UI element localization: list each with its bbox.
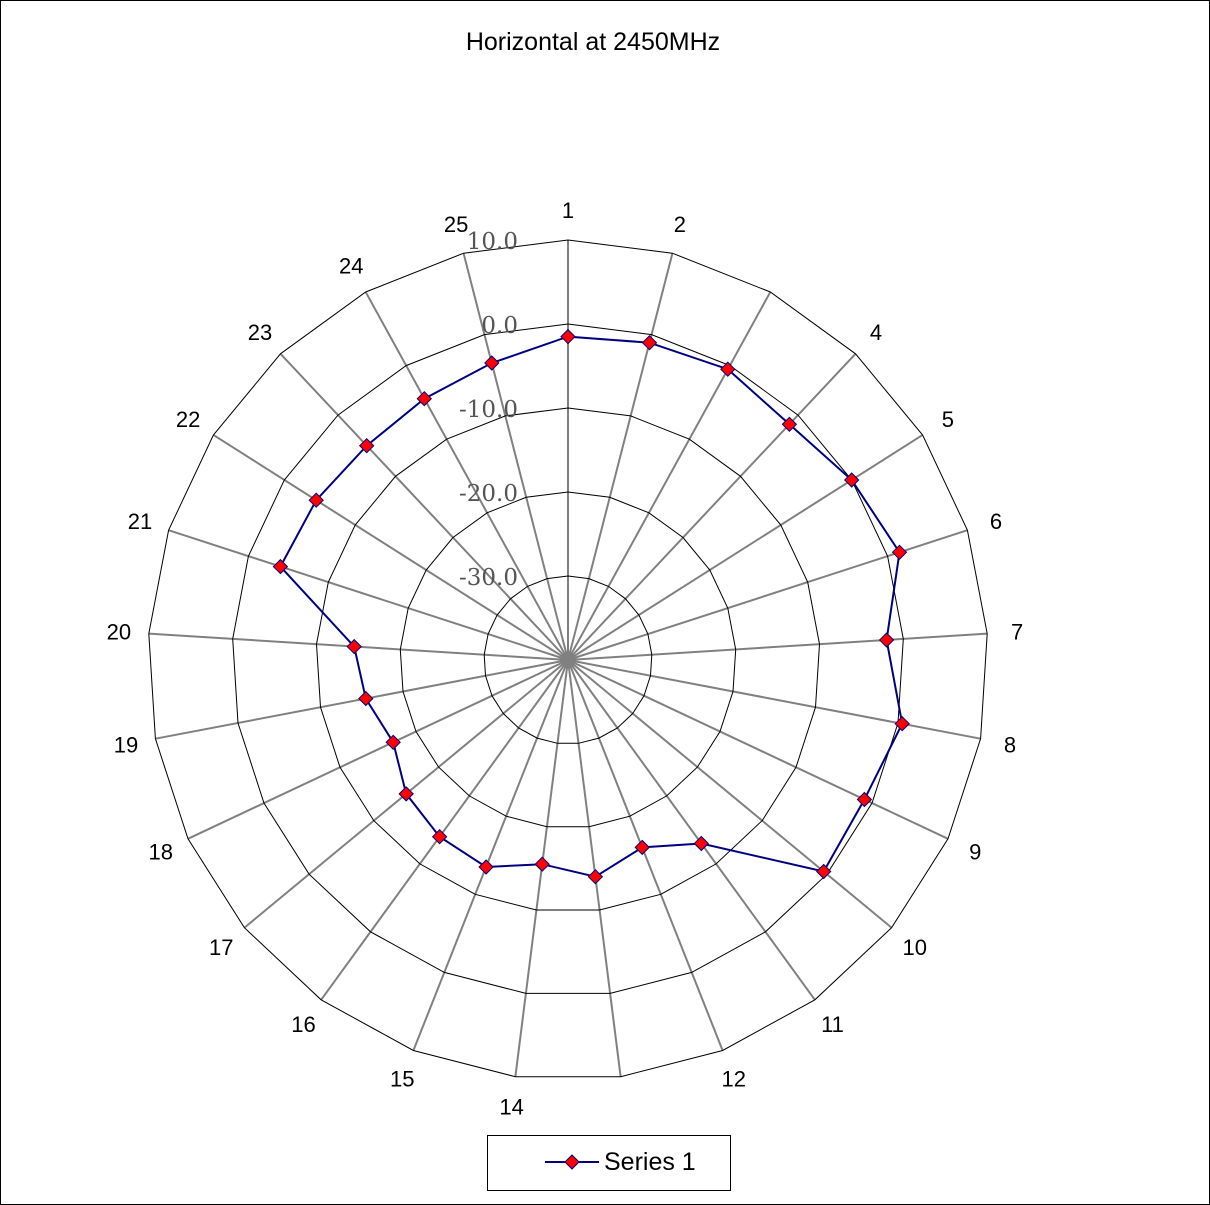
category-label: 5 xyxy=(942,407,954,432)
category-label: 12 xyxy=(721,1066,745,1091)
series-line xyxy=(279,335,904,878)
data-point-7 xyxy=(878,632,895,648)
gridline-ring-4 xyxy=(483,575,653,744)
category-label: 20 xyxy=(107,620,131,645)
category-label: 18 xyxy=(149,840,173,865)
category-label: 2 xyxy=(674,212,686,237)
gridline-ring-2 xyxy=(315,407,821,911)
chart-title: Horizontal at 2450MHz xyxy=(465,28,721,56)
tick-label: 0.0 xyxy=(481,313,518,339)
gridline-ring-3 xyxy=(399,491,737,828)
data-point-9 xyxy=(856,791,873,808)
data-point-10 xyxy=(815,863,832,880)
category-label: 4 xyxy=(870,320,882,345)
spoke-21 xyxy=(168,529,569,661)
category-label: 11 xyxy=(821,1012,844,1037)
category-label: 22 xyxy=(176,407,200,432)
spoke-8 xyxy=(567,659,981,740)
data-point-2 xyxy=(641,334,658,351)
data-point-14 xyxy=(534,856,550,872)
category-label: 8 xyxy=(1004,732,1016,757)
category-label: 17 xyxy=(209,935,233,960)
tick-label: 10.0 xyxy=(467,229,518,255)
category-label: 10 xyxy=(902,935,926,960)
spoke-10 xyxy=(567,659,893,929)
spoke-25 xyxy=(462,252,569,661)
category-label: 25 xyxy=(444,212,468,237)
legend-label: Series 1 xyxy=(604,1148,696,1176)
spoke-15 xyxy=(412,659,569,1051)
data-point-8 xyxy=(894,715,910,732)
spoke-7 xyxy=(567,632,988,661)
tick-label: -20.0 xyxy=(459,481,518,507)
category-label: 19 xyxy=(114,732,138,757)
category-label: 16 xyxy=(291,1012,315,1037)
spoke-3 xyxy=(567,291,772,661)
category-label: 6 xyxy=(990,509,1002,534)
spoke-11 xyxy=(567,659,816,1001)
category-label: 7 xyxy=(1011,620,1023,645)
series-markers xyxy=(272,328,910,885)
spoke-2 xyxy=(567,252,674,661)
spoke-9 xyxy=(567,659,949,840)
gridline-ring-1 xyxy=(232,323,904,994)
spoke-4 xyxy=(567,353,857,661)
data-point-25 xyxy=(484,355,500,371)
category-label: 15 xyxy=(390,1066,414,1091)
data-point-16 xyxy=(431,828,448,845)
spoke-22 xyxy=(212,434,569,661)
tick-label: -30.0 xyxy=(459,565,518,591)
data-point-5 xyxy=(843,472,860,488)
spoke-13 xyxy=(567,659,622,1077)
data-point-24 xyxy=(416,390,433,407)
category-label: 23 xyxy=(248,320,272,345)
data-point-21 xyxy=(272,558,289,575)
data-point-20 xyxy=(346,638,362,655)
data-point-22 xyxy=(308,492,324,508)
data-point-15 xyxy=(478,859,494,875)
category-label: 24 xyxy=(339,254,363,279)
spoke-18 xyxy=(187,659,569,840)
radar-gridlines xyxy=(148,239,988,1078)
category-label: 9 xyxy=(969,840,981,865)
category-label: 14 xyxy=(499,1095,523,1120)
spoke-24 xyxy=(364,291,569,661)
spoke-23 xyxy=(279,353,569,661)
data-point-4 xyxy=(781,416,798,433)
spoke-12 xyxy=(567,659,724,1051)
data-point-6 xyxy=(891,544,908,561)
legend: Series 1 xyxy=(487,1135,731,1191)
data-point-19 xyxy=(358,690,374,707)
data-point-23 xyxy=(358,437,375,454)
category-label: 21 xyxy=(128,509,152,534)
radial-tick-labels: 10.0 0.0 -10.0 -20.0 -30.0 xyxy=(459,229,518,591)
spoke-5 xyxy=(567,434,924,661)
tick-label: -10.0 xyxy=(459,397,518,423)
data-point-11 xyxy=(693,835,710,852)
data-point-18 xyxy=(385,734,401,751)
data-point-13 xyxy=(587,868,604,885)
legend-swatch xyxy=(545,1154,599,1170)
data-point-17 xyxy=(398,786,414,802)
radar-spokes xyxy=(148,240,988,1077)
spoke-16 xyxy=(320,659,569,1001)
data-point-1 xyxy=(560,328,576,345)
gridline-ring-0 xyxy=(148,239,988,1078)
data-point-3 xyxy=(720,361,736,377)
category-label: 1 xyxy=(562,198,574,223)
data-point-12 xyxy=(634,839,650,856)
